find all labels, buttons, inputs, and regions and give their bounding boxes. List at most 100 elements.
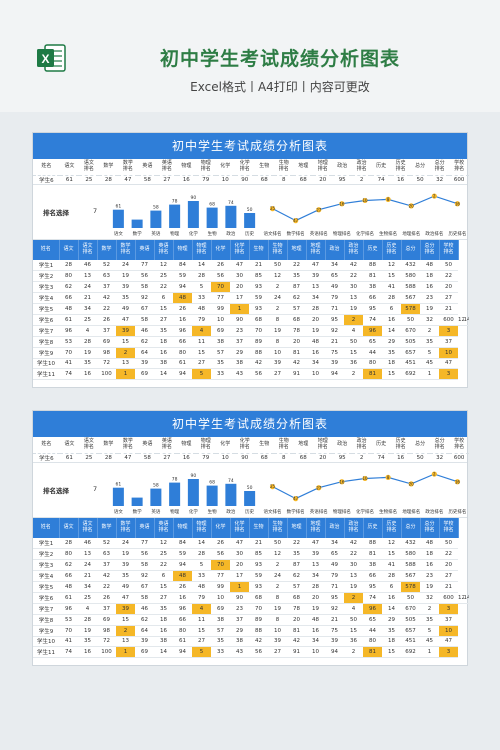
table-cell: 21 (249, 538, 268, 550)
table-cell: 600 (453, 176, 465, 183)
table-cell: 35 (420, 614, 439, 626)
table-cell: 27 (439, 292, 458, 305)
table-cell: 96 (59, 325, 78, 337)
student-score-table: 姓名 语文 语文 排名 数学 数学 排名 英语 英语 排名 物理 物理 排名 化学 化学 排名 生物生… (33, 240, 469, 381)
column-header: 地理 (287, 240, 307, 260)
bar (131, 219, 143, 228)
table-cell: 22 (287, 538, 306, 550)
table-cell: 96 (173, 325, 192, 337)
table-cell: 74 (377, 176, 385, 183)
column-header: 总分 (410, 159, 430, 176)
table-cell: 5 (192, 281, 211, 294)
column-header-row: 姓名 语文 语文 排名 数学 数学 排名 英语 英语 排名 物理 物理 排名 化学 化学 排名 生物生… (33, 437, 469, 454)
table-cell: 学生6 (33, 592, 59, 604)
table-cell: 1 (230, 581, 249, 593)
table-cell: 47 (230, 260, 249, 272)
rank-category-label: 政治排名 (425, 508, 443, 515)
table-cell: 47 (439, 636, 458, 648)
rank-point (408, 481, 414, 487)
bar (112, 487, 124, 506)
table-cell: 11 (192, 614, 211, 626)
table-cell: 6 (382, 303, 401, 315)
column-header: 物理 排名 (196, 437, 216, 454)
table-cell: 29 (382, 614, 401, 626)
table-cell: 2 (116, 625, 135, 637)
table-cell: 46 (78, 538, 97, 550)
bar-value-label: 50 (247, 485, 253, 491)
table-cell: 88 (249, 347, 268, 359)
table-cell: 14 (463, 314, 469, 326)
table-cell: 42 (344, 260, 363, 272)
table-cell: 16 (306, 625, 325, 637)
table-cell: 35 (116, 570, 135, 583)
table-cell: 学生6 (39, 455, 54, 462)
table-cell: 47 (306, 538, 325, 550)
column-header: 生物 排名 (274, 159, 294, 176)
table-cell: 20 (319, 176, 327, 183)
table-cell: 2 (268, 281, 287, 294)
table-cell: 12 (458, 314, 464, 326)
table-cell: 26 (211, 538, 230, 550)
column-header: 语文 (59, 437, 80, 454)
table-cell: 22 (154, 559, 173, 572)
column-header: 语文 排名 (79, 437, 99, 454)
bar (187, 201, 199, 228)
table-cell: 47 (230, 538, 249, 550)
rank-point-label: 16 (455, 479, 461, 484)
table-cell: 567 (401, 570, 420, 583)
table-cell: 81 (363, 270, 382, 283)
table-cell: 27 (268, 646, 287, 659)
table-cell: 28 (78, 614, 97, 626)
table-cell: 学生10 (33, 636, 59, 648)
table-cell: 27 (163, 454, 171, 461)
rank-category-label: 语文排名 (264, 508, 282, 515)
table-cell: 65 (325, 548, 344, 561)
rank-category-label: 生物排名 (379, 508, 397, 515)
column-header: 化学 排名 (230, 518, 250, 538)
column-header: 地理 排名 (312, 437, 333, 454)
rank-select-value[interactable]: 7 (93, 485, 98, 493)
table-cell: 57 (287, 303, 306, 315)
table-cell: 50 (401, 314, 420, 326)
table-cell: 35 (211, 636, 230, 648)
table-cell: 18 (420, 270, 439, 283)
table-cell: 42 (287, 358, 306, 370)
rank-select-label: 排名选择 (43, 487, 69, 495)
table-cell: 35 (116, 292, 135, 305)
column-header: 数学 (97, 240, 117, 260)
table-cell: 学生1 (33, 260, 59, 272)
table-cell: 30 (230, 270, 249, 283)
rank-select-value[interactable]: 7 (93, 207, 98, 215)
table-cell: 505 (401, 614, 420, 626)
table-cell: 21 (78, 292, 97, 305)
table-cell: 15 (192, 625, 211, 637)
table-cell: 66 (363, 570, 382, 583)
column-header: 生物 排名 (274, 437, 294, 454)
table-cell: 93 (249, 559, 268, 572)
rank-point-label: 47 (293, 218, 299, 223)
table-cell: 25 (85, 176, 93, 183)
table-cell: 46 (135, 325, 154, 337)
column-header: 化学 (215, 437, 236, 454)
rank-point (454, 479, 461, 485)
table-cell: 95 (338, 454, 346, 461)
table-cell: 2 (344, 368, 363, 381)
table-cell: 62 (287, 570, 306, 583)
table-cell: 19 (344, 581, 363, 593)
table-cell: 53 (59, 614, 78, 626)
table-cell: 4 (344, 325, 363, 337)
table-cell: 70 (211, 281, 230, 294)
rank-category-label: 物理排名 (333, 230, 351, 237)
table-cell: 90 (241, 454, 249, 461)
table-cell: 39 (306, 270, 325, 283)
table-cell: 16 (78, 646, 97, 659)
column-header: 总分 (401, 240, 421, 260)
bar (169, 204, 181, 228)
table-cell: 58 (143, 454, 151, 461)
table-row: 学生1 28 46 52 24 77 12 84 14 26 47 21 50 22 47 34 42 88 12 4… (33, 260, 469, 272)
bar (225, 483, 237, 506)
table-cell: 45 (420, 636, 439, 648)
column-header: 物理 (176, 437, 197, 454)
table-cell: 42 (287, 636, 306, 648)
column-header: 历史 排名 (382, 518, 402, 538)
